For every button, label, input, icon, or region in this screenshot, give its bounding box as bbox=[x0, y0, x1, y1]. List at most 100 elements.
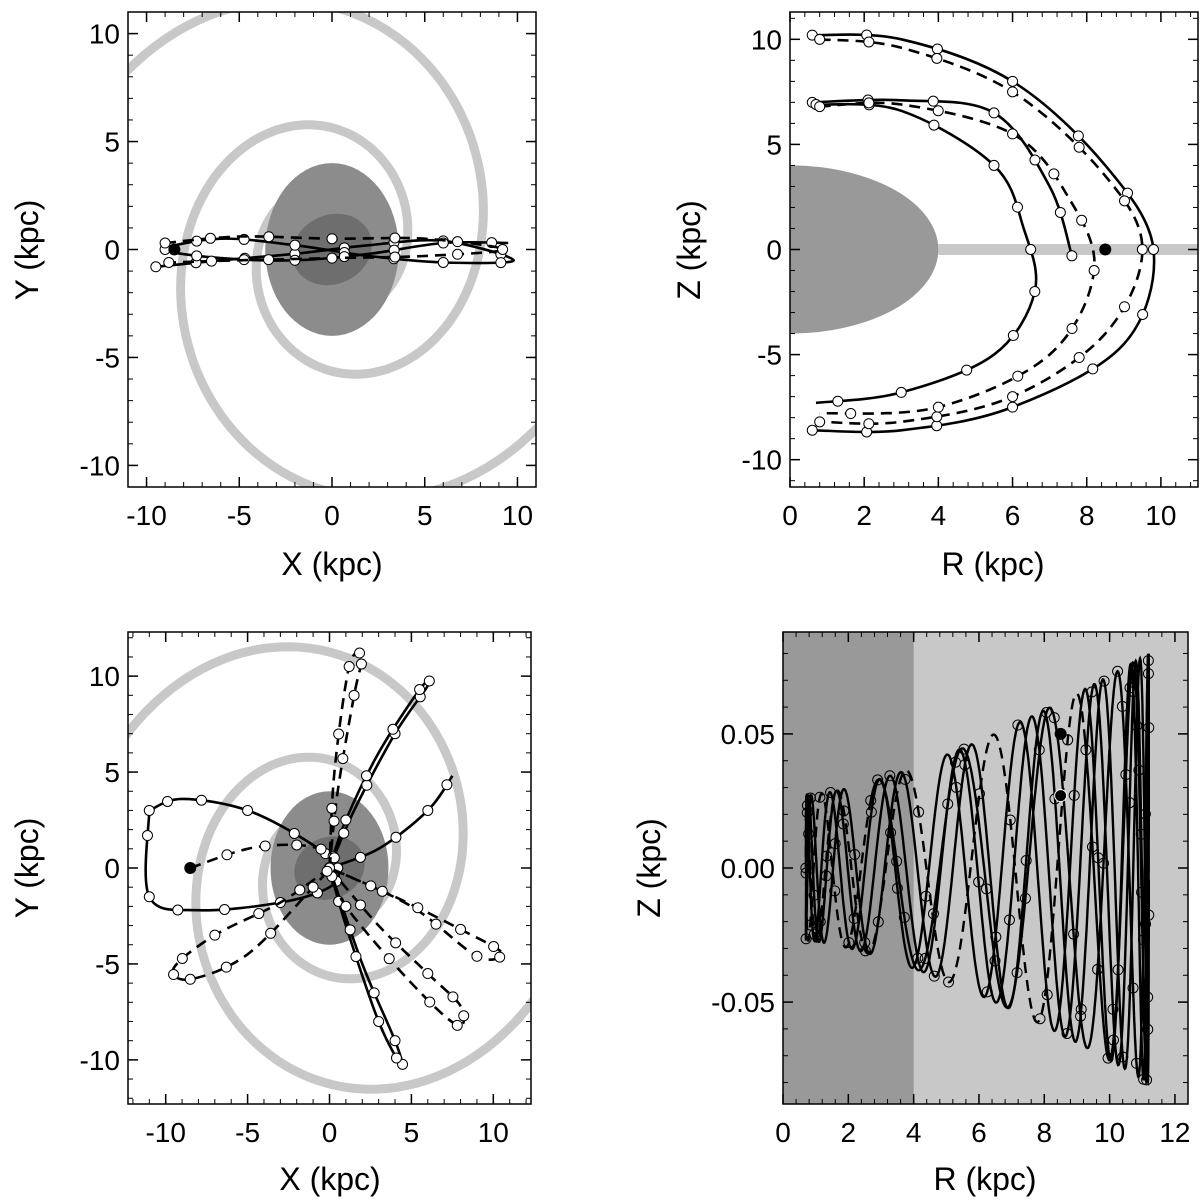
orbit-marker bbox=[814, 791, 826, 803]
orbit-marker bbox=[849, 849, 861, 861]
orbit-marker bbox=[863, 418, 875, 430]
y-tick-label: 5 bbox=[104, 757, 120, 788]
orbit-marker bbox=[495, 257, 507, 269]
orbit-marker bbox=[326, 252, 338, 264]
x-tick-label: 4 bbox=[906, 1117, 922, 1148]
orbit-marker bbox=[891, 882, 903, 894]
orbit-marker bbox=[931, 52, 943, 64]
orbit-marker bbox=[1147, 244, 1159, 255]
orbit-marker bbox=[368, 987, 380, 999]
y-tick-label: 0.05 bbox=[721, 719, 776, 750]
orbit-marker bbox=[326, 802, 338, 814]
orbit-marker bbox=[1029, 154, 1041, 166]
orbit-marker bbox=[168, 969, 180, 981]
x-tick-label: 0 bbox=[324, 500, 340, 531]
orbit-marker bbox=[422, 968, 434, 980]
orbit-marker bbox=[471, 950, 483, 962]
orbit-marker bbox=[961, 364, 973, 376]
orbit-marker bbox=[1086, 841, 1098, 853]
orbit-marker bbox=[808, 889, 820, 901]
orbit-marker bbox=[376, 885, 388, 897]
orbit-marker bbox=[863, 97, 875, 109]
orbit-marker bbox=[414, 684, 426, 696]
orbit-marker bbox=[1012, 719, 1024, 731]
orbit-marker bbox=[340, 814, 352, 826]
orbit-marker bbox=[801, 799, 813, 811]
orbit-marker bbox=[1124, 682, 1136, 694]
orbit-marker bbox=[1136, 886, 1148, 898]
orbit-marker bbox=[1011, 201, 1023, 213]
panel-tl-plot bbox=[128, 12, 536, 487]
orbit-marker bbox=[1142, 1023, 1154, 1035]
orbit-marker bbox=[1040, 706, 1052, 718]
orbit-marker bbox=[865, 794, 877, 806]
orbit-marker bbox=[176, 952, 188, 964]
orbit-marker bbox=[1137, 308, 1149, 320]
orbit-marker bbox=[209, 929, 221, 941]
orbit-marker bbox=[1034, 1013, 1046, 1025]
orbit-marker bbox=[949, 756, 961, 768]
orbit-marker bbox=[872, 774, 884, 786]
orbit-marker bbox=[494, 951, 506, 963]
orbit-marker bbox=[337, 753, 349, 765]
panel-tr-ylabel: Z (kpc) bbox=[671, 200, 707, 300]
orbit-marker bbox=[488, 941, 500, 953]
orbit-marker bbox=[1020, 855, 1032, 867]
orbit-marker bbox=[1120, 769, 1132, 781]
orbit-marker bbox=[253, 908, 265, 920]
orbit-marker bbox=[928, 119, 940, 131]
x-tick-label: 2 bbox=[841, 1117, 857, 1148]
orbit-marker bbox=[1137, 934, 1149, 946]
panel-br-ticks: 0 2 4 6 8 10 12 -0.05 0.00 0.05 bbox=[711, 632, 1191, 1148]
orbit-marker bbox=[294, 884, 306, 896]
orbit-marker bbox=[390, 1052, 402, 1064]
orbit-marker bbox=[354, 647, 366, 659]
orbit-marker bbox=[814, 416, 826, 428]
orbit-marker bbox=[980, 883, 992, 895]
orbit-marker bbox=[1112, 665, 1124, 677]
spiral-arm bbox=[191, 752, 531, 1094]
orbit-marker bbox=[326, 233, 338, 245]
orbit-marker bbox=[1007, 401, 1019, 413]
orbit-marker bbox=[1098, 675, 1110, 687]
orbit-marker bbox=[315, 843, 327, 855]
y-tick-label: -10 bbox=[742, 445, 782, 476]
orbit-marker bbox=[1066, 323, 1078, 335]
orbit-solid-line bbox=[815, 102, 1038, 405]
orbit-marker bbox=[265, 927, 277, 939]
x-tick-label: -5 bbox=[227, 500, 252, 531]
panel-top-right: 0 2 4 6 8 10 -10 -5 0 5 10 R (kpc) Z (kpc) bbox=[671, 11, 1199, 582]
orbit-marker bbox=[412, 902, 424, 914]
x-tick-label: 10 bbox=[1094, 1117, 1125, 1148]
orbit-marker bbox=[424, 996, 436, 1008]
orbit-marker bbox=[355, 658, 367, 670]
orbit-marker bbox=[1011, 967, 1023, 979]
orbit-marker bbox=[988, 107, 1000, 119]
orbit-marker bbox=[1025, 244, 1037, 255]
orbit-marker bbox=[1075, 1010, 1087, 1022]
orbit-marker bbox=[219, 904, 231, 916]
orbit-marker bbox=[913, 806, 925, 818]
orbit-marker bbox=[389, 1035, 401, 1047]
x-tick-label: -10 bbox=[126, 500, 166, 531]
x-tick-label: 2 bbox=[856, 500, 872, 531]
y-tick-label: 0 bbox=[766, 235, 782, 266]
y-tick-label: -5 bbox=[95, 949, 120, 980]
x-tick-label: 10 bbox=[478, 1117, 509, 1148]
start-point-marker bbox=[1054, 727, 1067, 740]
orbit-marker bbox=[931, 411, 943, 423]
orbit-marker bbox=[865, 806, 877, 818]
orbit-marker bbox=[206, 255, 218, 267]
orbit-marker bbox=[1007, 75, 1019, 87]
panel-br-ylabel: Z (kpc) bbox=[631, 818, 667, 918]
x-tick-label: 6 bbox=[1005, 500, 1021, 531]
y-tick-label: -5 bbox=[95, 342, 120, 373]
orbit-marker bbox=[927, 908, 939, 920]
orbit-dashed-line bbox=[819, 101, 1096, 415]
orbit-marker bbox=[348, 689, 360, 701]
panel-tr-plot bbox=[790, 29, 1198, 438]
orbit-marker bbox=[354, 899, 366, 911]
orbit-marker bbox=[387, 723, 399, 735]
panel-bottom-left: -10 -5 0 5 10 -10 -5 0 5 10 X (kpc) Y (kpc) bbox=[9, 631, 532, 1197]
orbit-marker bbox=[1142, 655, 1154, 667]
